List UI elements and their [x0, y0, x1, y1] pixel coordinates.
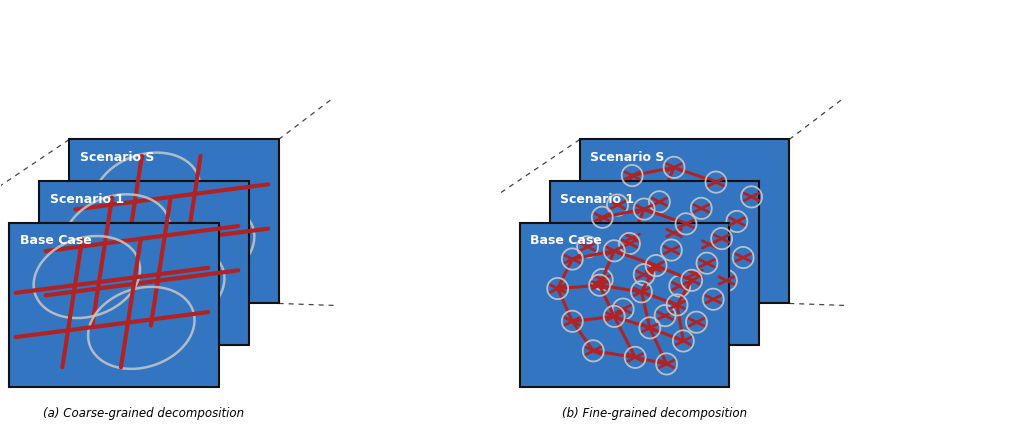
Bar [520, 223, 729, 387]
Text: Scenario S: Scenario S [590, 151, 665, 164]
Text: Scenario 1: Scenario 1 [561, 193, 634, 206]
Text: Base Case: Base Case [19, 234, 92, 247]
Bar [39, 181, 249, 345]
Bar [9, 223, 219, 387]
Bar [580, 139, 789, 304]
Text: Scenario 1: Scenario 1 [50, 193, 124, 206]
Text: Scenario S: Scenario S [80, 151, 154, 164]
Bar [70, 139, 278, 304]
Text: (b) Fine-grained decomposition: (b) Fine-grained decomposition [562, 407, 747, 420]
Bar [550, 181, 759, 345]
Text: Base Case: Base Case [531, 234, 603, 247]
Text: (a) Coarse-grained decomposition: (a) Coarse-grained decomposition [43, 407, 244, 420]
